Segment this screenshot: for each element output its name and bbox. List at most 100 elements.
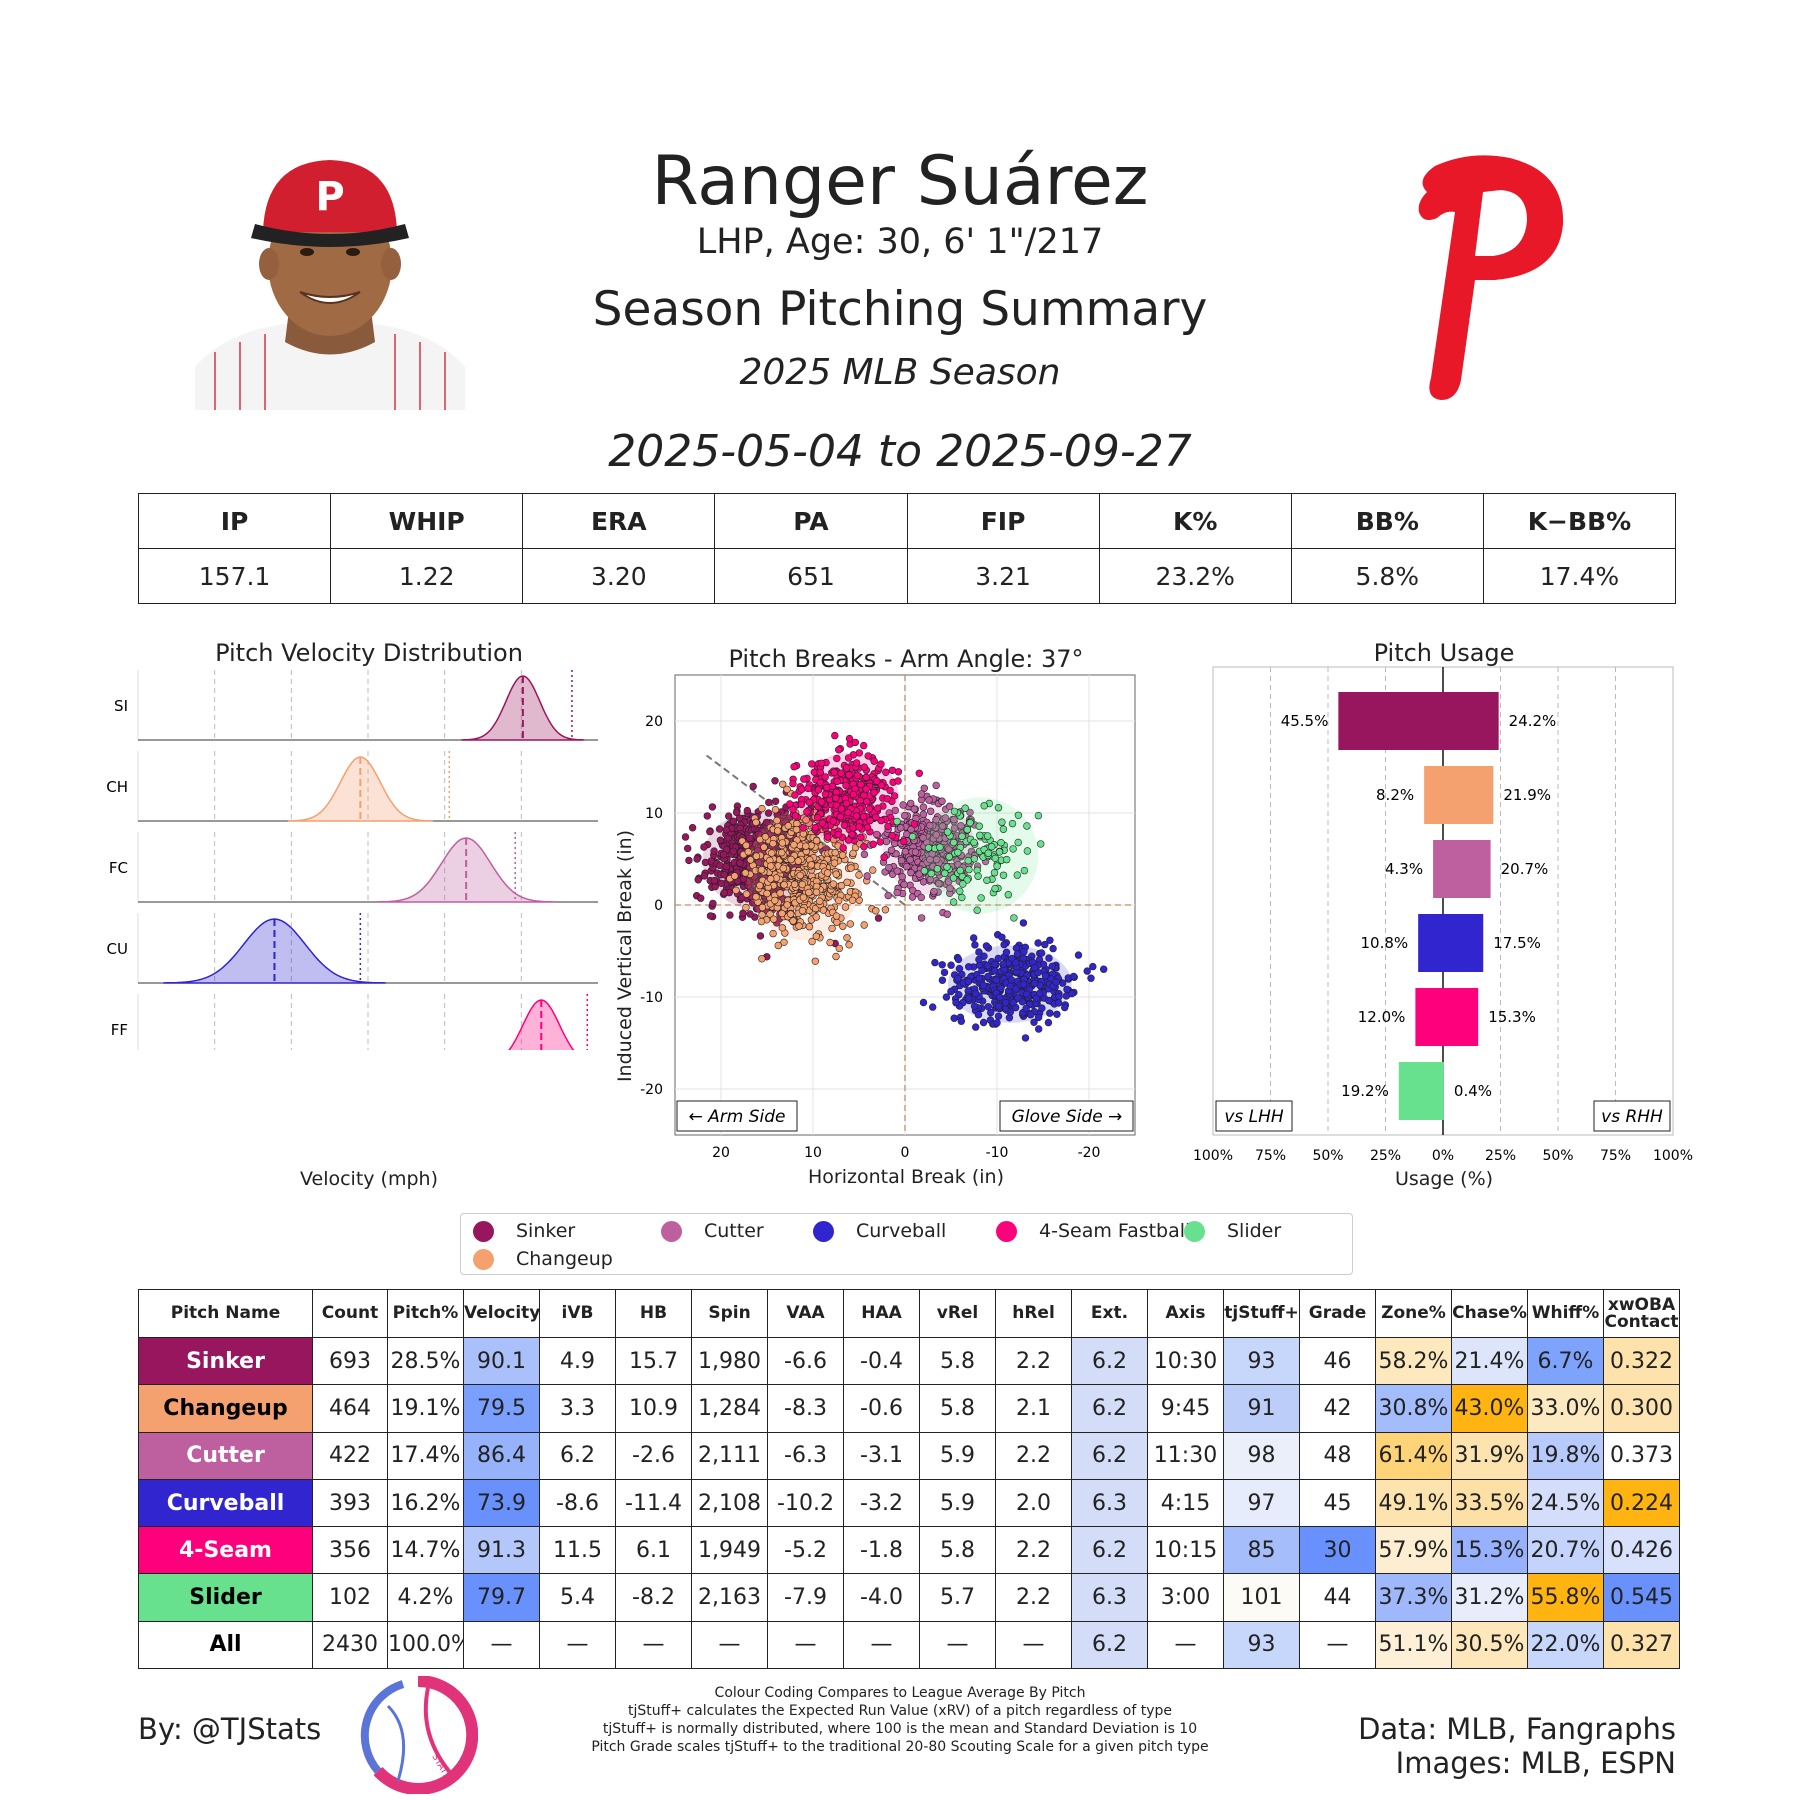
pitch-point [942, 993, 951, 1001]
pitch-point [816, 768, 825, 777]
pitch-point [789, 779, 797, 788]
metric-cell: 2430 [312, 1620, 388, 1670]
pitch-point [999, 960, 1007, 968]
pitch-point [965, 963, 973, 971]
usage-bar-rhh-CU [1443, 914, 1484, 972]
density-FC [376, 837, 556, 903]
pitch-point [1004, 891, 1012, 899]
usage-label-lhh: 8.2% [1376, 786, 1414, 804]
pitch-point [993, 1019, 1001, 1027]
vs-rhh-label: vs RHH [1593, 1100, 1671, 1132]
metric-cell: 11.5 [539, 1526, 616, 1575]
pitch-point [799, 893, 808, 902]
x-tick-label: 50% [1312, 1148, 1343, 1164]
pitch-point [839, 844, 847, 852]
pitch-point [870, 788, 878, 797]
velocity-row-FF: FF [111, 994, 589, 1050]
pitch-point [941, 814, 950, 822]
pitch-break-chart: 20 10 0 -10 -20 20 10 0 -10 -20 ← Arm Side Glove Si… [640, 674, 1136, 1161]
pitch-point [783, 785, 791, 794]
metric-cell: 73.9 [463, 1478, 540, 1528]
column-header: tjStuff+ [1223, 1289, 1300, 1338]
pitch-point [936, 843, 944, 851]
pitch-point [832, 870, 840, 878]
pitch-point [830, 859, 839, 867]
pitch-point [799, 824, 807, 832]
break-y-axis-label: Induced Vertical Break (in) [614, 829, 636, 1083]
svg-text:STATS: STATS [429, 1753, 451, 1782]
metric-cell: 1,949 [691, 1526, 768, 1575]
pitch-point [774, 941, 783, 950]
metric-cell: 10:15 [1147, 1526, 1224, 1575]
usage-label-rhh: 17.5% [1493, 934, 1541, 952]
pitch-point [917, 914, 926, 922]
legend-item-SI: Sinker [473, 1220, 575, 1242]
pitch-point [700, 843, 708, 851]
data-credit: Data: MLB, Fangraphs [1358, 1712, 1676, 1746]
legend-item-CU: Curveball [813, 1220, 946, 1242]
pitch-point [749, 782, 757, 791]
pitch-point [1002, 999, 1010, 1007]
metric-cell: 42 [1299, 1384, 1376, 1433]
metric-cell: 6.3 [1071, 1573, 1148, 1622]
pitch-point [843, 878, 851, 887]
pitch-point [1053, 1010, 1061, 1018]
pitch-point [709, 899, 717, 908]
velocity-row-SI: SI [114, 670, 598, 741]
column-header: Whiff% [1527, 1289, 1604, 1338]
pitch-point [860, 921, 868, 929]
metric-cell: 2.2 [995, 1431, 1072, 1480]
pitch-point [935, 880, 943, 888]
pitch-point [961, 804, 969, 812]
pitch-point [872, 907, 880, 915]
pitch-point [900, 880, 908, 889]
pitch-point [742, 890, 751, 898]
pitch-point [780, 881, 788, 889]
metric-cell: 464 [312, 1384, 388, 1433]
pitch-name-cell: Curveball [138, 1478, 313, 1528]
pitch-point [720, 889, 729, 897]
pitch-point [930, 887, 938, 896]
pitch-point [957, 1017, 965, 1025]
x-tick-label: 75% [1255, 1148, 1286, 1164]
metric-cell: 4:15 [1147, 1478, 1224, 1528]
pitch-point [1074, 951, 1083, 959]
legend-marker [1184, 1220, 1205, 1242]
row-label-CH: CH [106, 778, 128, 796]
metric-cell: 101 [1223, 1573, 1300, 1622]
pitch-point [943, 863, 951, 871]
usage-bar-lhh-CH [1424, 766, 1443, 824]
pitch-point [694, 876, 702, 884]
metric-cell: 2.0 [995, 1478, 1072, 1528]
pitch-point [929, 1003, 937, 1011]
pitch-point [988, 843, 996, 851]
pitch-point [834, 831, 842, 839]
pitch-point [783, 901, 791, 909]
pitch-point [884, 822, 892, 831]
pitch-point [843, 934, 851, 942]
pitch-point [863, 798, 871, 806]
metric-cell: -2.6 [615, 1431, 692, 1480]
stats-header-row: IP WHIP ERA PA FIP K% BB% K−BB% [137, 493, 1677, 549]
pitch-point [979, 1018, 988, 1027]
metric-cell: 6.2 [539, 1431, 616, 1480]
pitch-point [975, 974, 983, 983]
pitch-point [778, 839, 787, 847]
pitch-point [700, 872, 709, 880]
pitch-point [835, 746, 843, 754]
pitch-point [845, 941, 853, 949]
metric-cell: 51.1% [1375, 1620, 1452, 1670]
usage-bar-lhh-SL [1398, 1062, 1443, 1120]
pitch-point [958, 832, 966, 841]
metric-cell: 30.5% [1451, 1620, 1528, 1670]
usage-label-lhh: 45.5% [1281, 712, 1329, 730]
pitch-point [693, 855, 701, 863]
pitch-point [683, 844, 692, 853]
pitch-point [846, 920, 855, 928]
usage-bar-lhh-FC [1433, 840, 1443, 898]
metric-cell: 6.2 [1071, 1384, 1148, 1433]
pitch-point [844, 836, 853, 844]
column-header: Chase% [1451, 1289, 1528, 1338]
scatter-series-SL [893, 797, 1045, 922]
x-tick-label: 0 [901, 1145, 910, 1161]
